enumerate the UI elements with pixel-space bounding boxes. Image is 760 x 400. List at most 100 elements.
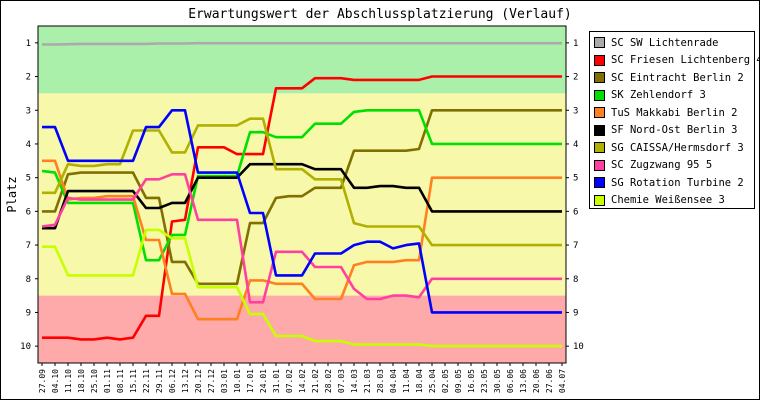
x-tick-label-29: 18.04 (415, 369, 424, 393)
x-tick-label-40: 04.07 (558, 369, 567, 393)
y-tick-label-left-3: 3 (26, 106, 31, 116)
y-tick-label-right-7: 7 (573, 241, 578, 251)
legend-swatch (594, 124, 605, 136)
x-tick-label-23: 07.03 (337, 369, 346, 393)
x-tick-label-28: 11.04 (402, 369, 411, 393)
x-tick-label-38: 20.06 (532, 369, 541, 393)
x-tick-label-31: 02.05 (441, 369, 450, 393)
legend-label: SC Eintracht Berlin 2 (611, 71, 744, 84)
x-tick-label-37: 13.06 (519, 369, 528, 393)
x-tick-label-7: 15.11 (129, 369, 138, 393)
y-tick-label-left-10: 10 (20, 342, 31, 352)
legend-item: TuS Makkabi Berlin 2 (594, 104, 754, 122)
band-2 (38, 295, 566, 363)
x-tick-label-6: 08.11 (116, 369, 125, 393)
legend-swatch (594, 107, 605, 119)
x-tick-label-21: 21.02 (311, 369, 320, 393)
x-tick-label-0: 27.09 (38, 369, 47, 393)
x-tick-label-3: 18.10 (77, 369, 86, 393)
series-line-4 (42, 159, 562, 321)
legend: SC SW Lichtenrade SC Friesen Lichtenberg … (589, 31, 760, 210)
band-0 (38, 26, 566, 94)
legend-item: SC SW Lichtenrade (594, 34, 754, 52)
x-tick-label-34: 23.05 (480, 369, 489, 393)
y-tick-label-left-1: 1 (26, 39, 31, 49)
legend-item: SK Zehlendorf 3 (594, 87, 754, 105)
series-line-5 (42, 162, 562, 230)
legend-label: SC Zugzwang 95 5 (611, 159, 713, 172)
x-tick-label-15: 10.01 (233, 369, 242, 393)
x-tick-label-32: 09.05 (454, 369, 463, 393)
legend-label: SC SW Lichtenrade (611, 36, 719, 49)
legend-item: SF Nord-Ost Berlin 3 (594, 122, 754, 140)
y-tick-label-left-5: 5 (26, 174, 31, 184)
series-line-8 (42, 109, 562, 314)
legend-label: SF Nord-Ost Berlin 3 (611, 124, 738, 137)
x-tick-label-22: 28.02 (324, 369, 333, 393)
x-tick-label-25: 21.03 (363, 369, 372, 393)
legend-swatch (594, 177, 605, 189)
x-tick-label-13: 27.12 (207, 369, 216, 393)
x-tick-label-30: 25.04 (428, 369, 437, 393)
x-tick-label-12: 20.12 (194, 369, 203, 393)
x-tick-label-1: 04.10 (51, 369, 60, 393)
legend-item: SC Zugzwang 95 5 (594, 157, 754, 175)
series-line-7 (41, 173, 562, 304)
x-tick-label-8: 22.11 (142, 369, 151, 393)
x-tick-label-10: 06.12 (168, 369, 177, 393)
band-1 (38, 93, 566, 296)
x-tick-label-20: 14.02 (298, 369, 307, 393)
legend-swatch (594, 142, 605, 154)
x-tick-label-5: 01.11 (103, 369, 112, 393)
series-line-2 (42, 109, 562, 286)
y-tick-label-left-4: 4 (26, 140, 31, 150)
legend-swatch (594, 54, 605, 66)
legend-item: SG Rotation Turbine 2 (594, 174, 754, 192)
y-tick-label-right-4: 4 (573, 140, 578, 150)
series-line-6 (42, 117, 562, 247)
x-tick-label-39: 27.06 (545, 369, 554, 393)
y-tick-label-right-2: 2 (573, 73, 578, 83)
y-tick-label-left-6: 6 (26, 207, 31, 217)
legend-label: Chemie Weißensee 3 (611, 194, 725, 207)
legend-label: SG Rotation Turbine 2 (611, 176, 744, 189)
legend-item: SC Friesen Lichtenberg 4 (594, 52, 760, 70)
legend-item: SC Eintracht Berlin 2 (594, 69, 754, 87)
y-tick-label-left-9: 9 (26, 308, 31, 318)
x-tick-label-17: 24.01 (259, 369, 268, 393)
y-axis-label: Platz (5, 176, 19, 212)
x-tick-label-36: 06.06 (506, 369, 515, 393)
legend-swatch (594, 89, 605, 101)
y-tick-label-right-1: 1 (573, 39, 578, 49)
plot-border (37, 25, 567, 364)
chart-title: Erwartungswert der Abschlussplatzierung … (188, 7, 572, 22)
x-tick-label-14: 03.01 (220, 369, 229, 393)
series-line-3 (41, 109, 562, 262)
x-tick-label-18: 31.01 (272, 369, 281, 393)
x-tick-label-9: 29.11 (155, 369, 164, 393)
y-tick-label-right-6: 6 (573, 207, 578, 217)
legend-swatch (594, 37, 605, 49)
legend-label: SG CAISSA/Hermsdorf 3 (611, 141, 744, 154)
x-tick-label-19: 07.02 (285, 369, 294, 393)
y-tick-label-left-7: 7 (26, 241, 31, 251)
legend-item: Chemie Weißensee 3 (594, 192, 754, 210)
legend-label: SC Friesen Lichtenberg 4 (611, 54, 760, 67)
series-line-0 (42, 41, 562, 46)
y-tick-label-right-8: 8 (573, 275, 578, 285)
legend-label: SK Zehlendorf 3 (611, 89, 706, 102)
legend-swatch (594, 194, 605, 206)
legend-swatch (594, 72, 605, 84)
x-tick-label-11: 13.12 (181, 369, 190, 393)
series-line-1 (42, 75, 562, 341)
x-tick-label-35: 30.05 (493, 369, 502, 393)
y-tick-label-right-5: 5 (573, 174, 578, 184)
legend-swatch (594, 159, 605, 171)
legend-item: SG CAISSA/Hermsdorf 3 (594, 139, 754, 157)
x-tick-label-16: 17.01 (246, 369, 255, 393)
y-tick-label-left-8: 8 (26, 275, 31, 285)
y-tick-label-left-2: 2 (26, 73, 31, 83)
x-tick-label-27: 04.04 (389, 369, 398, 393)
y-tick-label-right-9: 9 (573, 308, 578, 318)
